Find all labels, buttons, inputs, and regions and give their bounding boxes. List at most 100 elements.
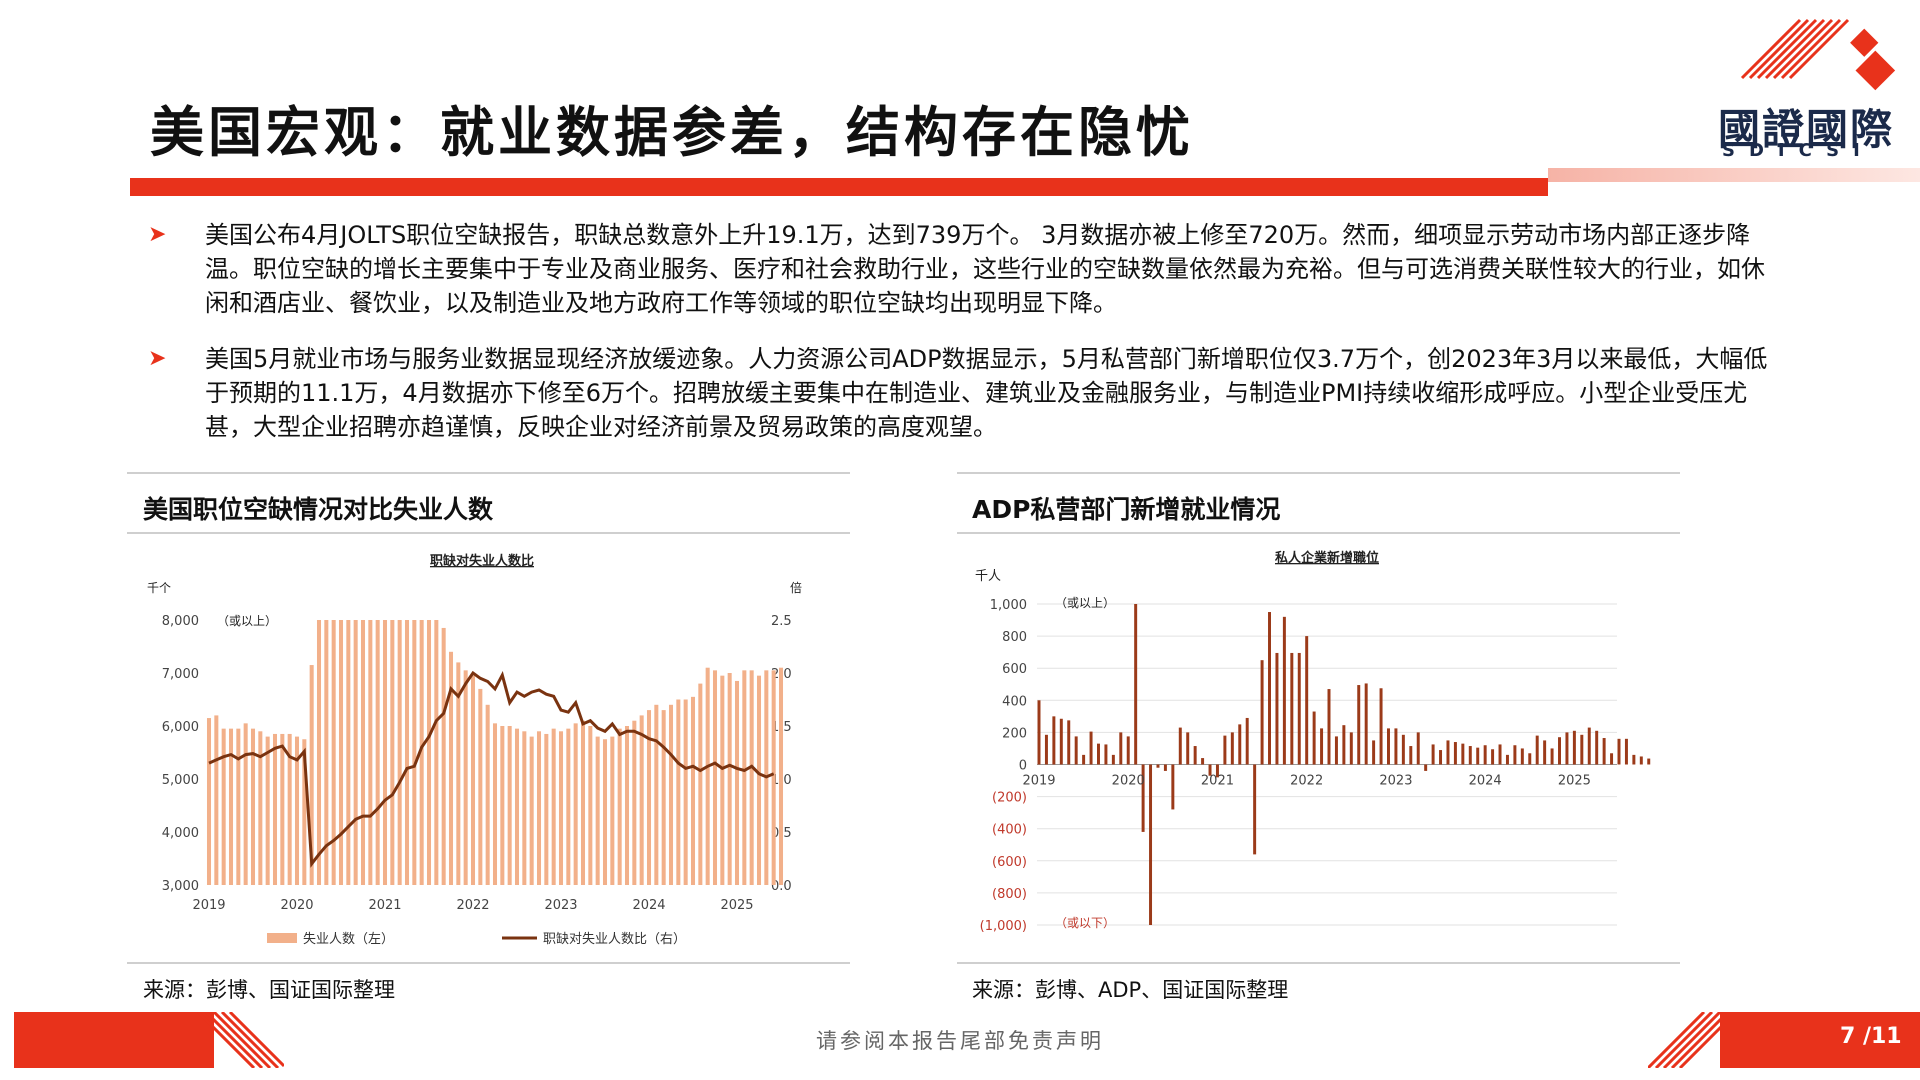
adp-bar: [1617, 738, 1621, 765]
legend-line-label: 职缺对失业人数比（右）: [543, 932, 686, 947]
legend-bar-swatch: [267, 933, 297, 943]
left-tick-label: 5,000: [162, 773, 199, 788]
adp-bar: [1163, 764, 1167, 771]
adp-bar: [1201, 758, 1205, 765]
unemployed-bar: [441, 627, 446, 885]
unemployed-bar: [280, 733, 285, 885]
unemployed-bar: [720, 675, 725, 885]
unemployed-bar: [463, 670, 468, 885]
adp-bar: [1297, 652, 1301, 765]
unemployed-bar: [470, 675, 476, 885]
right-tick-label: 2.5: [771, 614, 792, 629]
x-tick-label: 2023: [544, 898, 577, 913]
y-tick-label: (800): [992, 887, 1027, 902]
unemployed-bar: [734, 680, 740, 885]
unemployed-bar: [698, 683, 703, 885]
unemployed-bar: [536, 731, 542, 885]
footer-stripe-right-icon: [1648, 1012, 1920, 1068]
unemployed-bar: [272, 733, 278, 885]
adp-bar: [1059, 718, 1063, 765]
x-tick-label: 2021: [368, 898, 401, 913]
adp-bar: [1052, 716, 1056, 765]
adp-bar: [1275, 652, 1279, 765]
adp-bar: [1134, 604, 1138, 765]
adp-bar: [1431, 744, 1435, 765]
adp-bar: [1208, 764, 1212, 776]
unemployed-bar: [727, 673, 732, 885]
y-tick-label: 0: [1019, 759, 1027, 774]
y-tick-label: 400: [1002, 694, 1027, 709]
adp-bar: [1505, 754, 1509, 765]
left-tick-label: 3,000: [162, 879, 199, 894]
ratio-line: [208, 670, 775, 868]
x-tick-label: 2025: [1558, 774, 1591, 789]
adp-bar: [1290, 652, 1294, 765]
unemployed-bar: [375, 620, 380, 885]
adp-bar: [1320, 728, 1324, 765]
adp-bar: [1245, 717, 1249, 765]
adp-bar: [1513, 745, 1517, 765]
unemployed-bar: [683, 699, 688, 885]
adp-bar: [1104, 744, 1108, 765]
unemployed-bar: [426, 620, 432, 885]
adp-bar: [1468, 746, 1472, 765]
adp-bar: [1089, 731, 1093, 765]
annotation-or-above: （或以上）: [1055, 596, 1115, 610]
adp-bar: [1602, 738, 1606, 765]
logo-chinese-text: 國證國際: [1718, 105, 1895, 154]
unemployed-bar: [485, 704, 490, 885]
unemployed-bar: [324, 620, 329, 885]
unemployed-bar: [206, 718, 212, 885]
left-panel-title: 美国职位空缺情况对比失业人数: [143, 495, 494, 524]
adp-bar: [1610, 753, 1614, 765]
unemployed-bar: [287, 733, 292, 885]
y-tick-label: 1,000: [990, 598, 1027, 613]
left-panel-top-rule: [127, 472, 850, 474]
unemployed-bar: [236, 728, 241, 885]
y-tick-label: 200: [1002, 726, 1027, 741]
disclaimer-note: 请参阅本报告尾部免责声明: [816, 1029, 1104, 1053]
bullet-paragraph-1: 美国公布4月JOLTS职位空缺报告，职缺总数意外上升19.1万，达到739万个。…: [205, 221, 1765, 317]
x-tick-label: 2021: [1201, 774, 1234, 789]
unemployed-bar: [478, 688, 483, 885]
adp-bar: [1097, 743, 1100, 765]
unemployed-bar: [639, 715, 644, 885]
x-tick-label: 2020: [280, 898, 313, 913]
annotation-or-below: （或以下）: [1055, 916, 1115, 930]
unemployed-bar: [309, 665, 314, 885]
adp-bar: [1037, 700, 1041, 765]
right-axis-unit: 倍: [790, 580, 802, 595]
adp-bar: [1379, 688, 1383, 765]
unemployed-bar: [705, 667, 710, 885]
bullet-arrow-icon: ➤: [148, 346, 167, 371]
unemployed-bar: [214, 715, 219, 885]
unemployed-bar: [610, 736, 615, 885]
unemployed-bar: [500, 726, 505, 885]
adp-bar: [1364, 683, 1368, 765]
left-tick-label: 7,000: [162, 667, 199, 682]
unemployed-bar: [771, 670, 776, 885]
adp-bar: [1498, 744, 1502, 765]
unemployed-bar: [712, 670, 718, 885]
adp-bar: [1044, 734, 1048, 765]
unemployed-bar: [676, 699, 681, 885]
unemployed-bar: [265, 736, 270, 885]
x-tick-label: 2019: [192, 898, 225, 913]
x-tick-label: 2022: [1290, 774, 1323, 789]
adp-bar: [1067, 720, 1071, 765]
unemployed-bar: [302, 739, 307, 885]
unemployed-bar: [331, 620, 336, 885]
adp-bar: [1424, 764, 1428, 771]
adp-bar: [1082, 754, 1086, 765]
unemployed-bar: [368, 620, 373, 885]
x-tick-label: 2025: [720, 898, 753, 913]
unemployed-bar: [258, 731, 263, 885]
adp-bar: [1260, 660, 1264, 765]
unemployed-bar: [544, 733, 549, 885]
adp-bar: [1334, 736, 1338, 765]
unemployed-bar: [243, 723, 248, 885]
right-panel-source: 来源：彭博、ADP、国证国际整理: [972, 978, 1289, 1002]
adp-bar: [1268, 612, 1271, 765]
